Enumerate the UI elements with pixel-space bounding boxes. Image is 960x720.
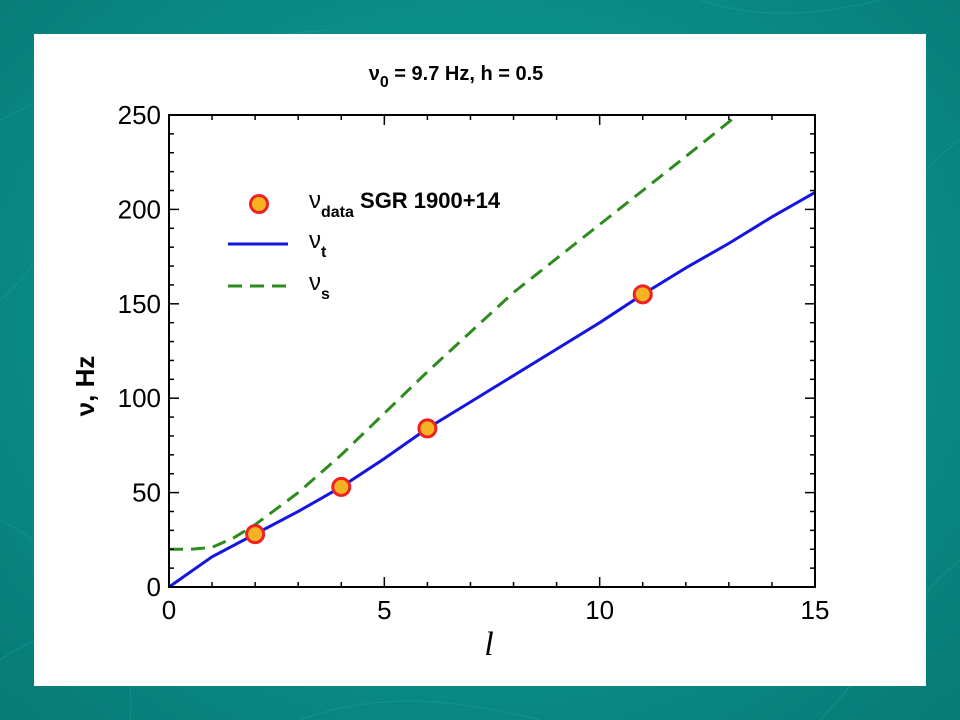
title-subscript: 0 xyxy=(380,74,389,91)
x-axis-label: l xyxy=(484,626,493,663)
plot-frame xyxy=(168,114,816,588)
y-tick-label: 100 xyxy=(118,383,161,413)
y-tick-label: 0 xyxy=(147,572,161,602)
series-line-s xyxy=(169,115,739,551)
data-point-1 xyxy=(331,476,352,497)
data-point-2 xyxy=(417,418,438,439)
data-point-3 xyxy=(632,284,653,305)
title-symbol: ν xyxy=(369,63,380,85)
plot-area xyxy=(169,115,815,587)
chart: ν0 = 9.7 Hz, h = 0.5 ν, Hz l 0 5 10 1505010… xyxy=(70,63,830,663)
title-text: = 9.7 Hz, h = 0.5 xyxy=(389,63,544,85)
legend-symbol: ν xyxy=(309,269,321,296)
legend-subscript: data xyxy=(321,204,354,221)
series-line-t xyxy=(169,191,815,587)
legend-text: SGR 1900+14 xyxy=(354,188,501,213)
y-tick-label: 250 xyxy=(118,100,161,130)
y-tick-label: 150 xyxy=(118,289,161,319)
y-tick-label: 50 xyxy=(132,478,161,508)
data-point-0 xyxy=(245,524,266,545)
legend-label-data: νdata SGR 1900+14 xyxy=(309,187,501,221)
legend-symbol: ν xyxy=(309,227,321,254)
x-tick-label: 10 xyxy=(585,595,614,625)
x-tick-label: 5 xyxy=(377,595,391,625)
legend-symbol: ν xyxy=(309,187,321,214)
legend-subscript: s xyxy=(321,286,330,303)
legend-label-s: νs xyxy=(309,269,330,303)
x-tick-label: 15 xyxy=(801,595,830,625)
series-lines xyxy=(169,115,815,587)
legend-label-t: νt xyxy=(309,227,327,261)
x-tick-label: 0 xyxy=(162,595,176,625)
chart-title: ν0 = 9.7 Hz, h = 0.5 xyxy=(369,63,544,91)
legend-marker-data xyxy=(249,194,269,214)
y-axis-label: ν, Hz xyxy=(70,356,100,417)
slide-panel: ν0 = 9.7 Hz, h = 0.5 ν, Hz l 0 5 10 15 0 50 10… xyxy=(34,34,926,686)
y-tick-label: 200 xyxy=(118,194,161,224)
legend-subscript: t xyxy=(321,244,327,261)
